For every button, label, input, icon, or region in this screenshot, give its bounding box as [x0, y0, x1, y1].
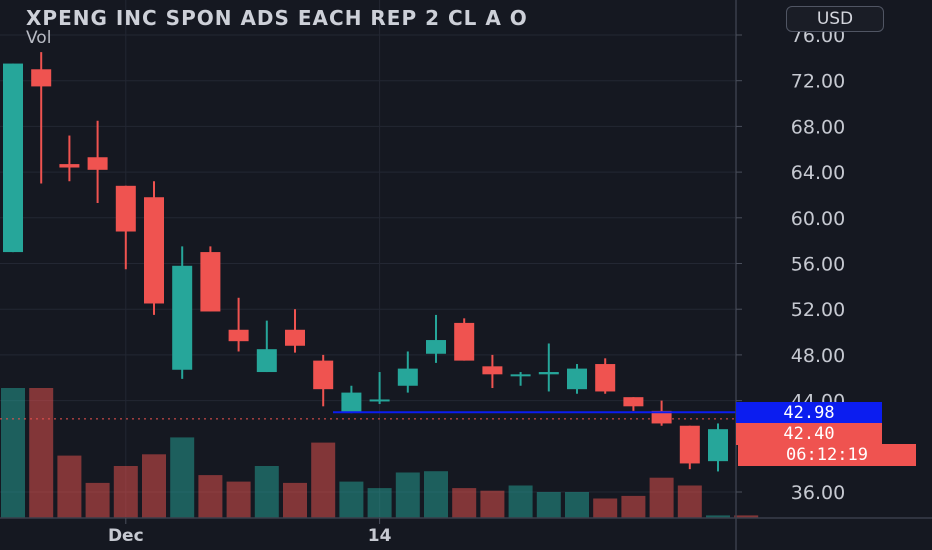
- candle-body: [59, 164, 80, 168]
- volume-indicator-label[interactable]: Vol: [26, 28, 52, 48]
- volume-bar: [424, 471, 448, 518]
- volume-bar: [57, 455, 82, 518]
- price-tick-label: 60.00: [791, 208, 845, 230]
- time-axis: Dec 14: [108, 518, 392, 546]
- grid-lines: [0, 0, 736, 518]
- price-tick-label: 64.00: [791, 162, 845, 184]
- candle-body: [341, 392, 362, 413]
- time-tick-label: Dec: [108, 526, 144, 546]
- candle-body: [87, 157, 108, 170]
- candle-body: [228, 329, 249, 342]
- volume-bar: [536, 492, 561, 518]
- volume-bar: [593, 498, 618, 518]
- volume-bar: [198, 475, 223, 518]
- candle-body: [256, 349, 277, 373]
- candle-body: [144, 197, 164, 304]
- volume-bar: [734, 515, 759, 518]
- volume-bar: [113, 466, 138, 518]
- candle-body: [172, 265, 193, 370]
- bar-countdown-tag: 06:12:19: [738, 444, 916, 466]
- candle-body: [623, 397, 644, 407]
- volume-bar: [226, 481, 251, 518]
- price-tick-label: 56.00: [791, 254, 845, 276]
- symbol-title: XPENG INC SPON ADS EACH REP 2 CL A O: [26, 6, 528, 30]
- volume-bar: [649, 477, 674, 518]
- volume-bar: [565, 492, 589, 518]
- candle-body: [679, 425, 700, 464]
- candle-body: [3, 63, 23, 253]
- volume-bar: [254, 466, 279, 518]
- candle-body: [510, 374, 531, 377]
- time-tick-label: 14: [368, 526, 392, 546]
- candle-body: [313, 360, 334, 390]
- candle-body: [651, 410, 672, 424]
- last-price-tag: 42.40: [736, 423, 882, 445]
- candle-body: [482, 366, 503, 375]
- volume-bar: [311, 442, 336, 518]
- volume-bar: [621, 495, 646, 518]
- candle-body: [708, 429, 728, 462]
- candle-body: [595, 364, 616, 392]
- volume-bar: [480, 490, 505, 518]
- price-tick-label: 48.00: [791, 345, 845, 367]
- price-tick-label: 68.00: [791, 116, 845, 138]
- candle-body: [567, 368, 587, 390]
- candle-body: [454, 322, 475, 361]
- currency-button[interactable]: USD: [786, 6, 884, 32]
- volume-bar: [339, 481, 364, 518]
- volume-bar: [395, 472, 420, 518]
- candle-body: [115, 185, 136, 232]
- volume-bar: [677, 485, 702, 518]
- price-tick-label: 72.00: [791, 71, 845, 93]
- volume-bar: [29, 388, 54, 518]
- candle-body: [426, 340, 446, 354]
- volume-bar: [170, 437, 195, 518]
- volume-bar: [85, 482, 110, 518]
- volume-bar: [367, 488, 392, 518]
- candle-body: [285, 329, 305, 346]
- candle-body: [538, 372, 559, 375]
- candle-body: [397, 368, 418, 386]
- volume-bar: [142, 454, 166, 518]
- volume-bar: [452, 488, 477, 518]
- volume-bar: [508, 485, 533, 518]
- candle-body: [200, 252, 221, 312]
- blue-line-price-tag: 42.98: [736, 402, 882, 424]
- volume-bars: [1, 388, 759, 518]
- volume-bar: [1, 388, 25, 518]
- candle-body: [369, 399, 390, 402]
- price-tick-label: 36.00: [791, 482, 845, 504]
- volume-bar: [706, 515, 730, 518]
- candle-body: [31, 69, 52, 87]
- price-tick-label: 52.00: [791, 299, 845, 321]
- volume-bar: [283, 482, 307, 518]
